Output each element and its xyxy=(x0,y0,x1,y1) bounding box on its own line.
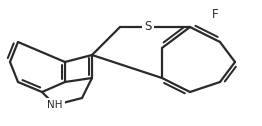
Text: NH: NH xyxy=(47,100,63,110)
Text: S: S xyxy=(144,21,152,34)
Text: F: F xyxy=(212,8,218,21)
